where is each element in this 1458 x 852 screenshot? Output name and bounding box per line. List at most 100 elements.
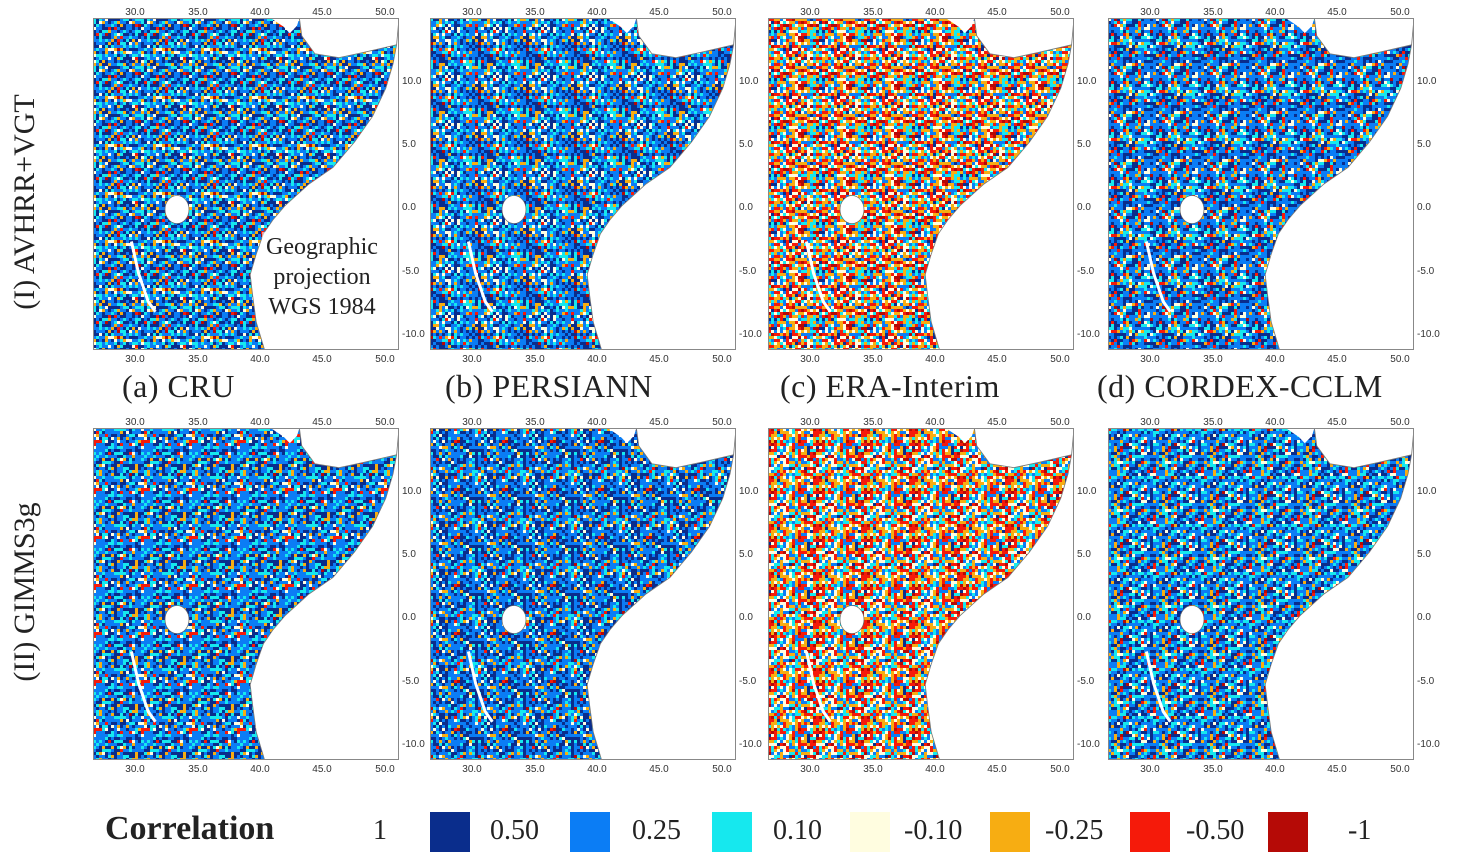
lake-victoria [839,605,865,634]
y-tick-2: 0.0 [1417,612,1431,623]
x-tick-top-1: 35.0 [188,7,208,18]
map-svg: 30.0 30.0 35.0 35.0 40.0 40.0 45.0 45.0 50.0 50.0… [1108,7,1440,365]
legend-label-3: 0.25 [632,815,681,846]
map-frame [768,428,1074,760]
x-tick-bottom-3: 45.0 [312,764,332,775]
y-tick-3: -5.0 [1417,266,1435,277]
x-tick-top-1: 35.0 [1203,7,1223,18]
x-tick-bottom-3: 45.0 [1327,354,1347,365]
x-tick-top-4: 50.0 [1390,7,1410,18]
y-tick-1: 5.0 [402,549,416,560]
caption-cordex-cclm: (d) CORDEX-CCLM [1097,368,1383,404]
y-tick-2: 0.0 [1077,612,1091,623]
x-tick-top-2: 40.0 [925,417,945,428]
legend-swatch-6 [1268,812,1308,852]
x-tick-top-0: 30.0 [800,417,820,428]
map-panel-ii-a: 30.0 30.0 35.0 35.0 40.0 40.0 45.0 45.0 50.0 50.0… [93,417,425,775]
legend-swatch-2 [712,812,752,852]
lake-tanganyika [1144,651,1172,723]
x-tick-bottom-4: 50.0 [375,354,395,365]
y-tick-1: 5.0 [1077,139,1091,150]
x-tick-bottom-3: 45.0 [649,764,669,775]
legend-swatch-0 [430,812,470,852]
y-tick-3: -5.0 [1077,676,1095,687]
map-panel-i-b: 30.0 30.0 35.0 35.0 40.0 40.0 45.0 45.0 50.0 50.0… [430,7,762,365]
map-svg: 30.0 30.0 35.0 35.0 40.0 40.0 45.0 45.0 50.0 50.0… [93,417,425,775]
x-tick-bottom-2: 40.0 [250,764,270,775]
legend-swatch-4 [990,812,1030,852]
x-tick-top-4: 50.0 [375,417,395,428]
x-tick-bottom-4: 50.0 [712,354,732,365]
x-tick-top-3: 45.0 [987,7,1007,18]
map-frame [430,428,736,760]
x-tick-bottom-4: 50.0 [712,764,732,775]
lake-victoria [501,195,527,224]
x-tick-bottom-0: 30.0 [462,764,482,775]
red-sea [270,428,300,444]
legend-label-8: -1 [1348,815,1372,846]
lake-tanganyika [804,651,832,723]
caption-cru: (a) CRU [122,368,235,404]
x-tick-top-3: 45.0 [649,7,669,18]
x-tick-top-0: 30.0 [1140,417,1160,428]
x-tick-bottom-3: 45.0 [1327,764,1347,775]
x-tick-top-3: 45.0 [312,417,332,428]
lake-tanganyika [129,651,157,723]
y-tick-3: -5.0 [402,676,420,687]
x-tick-bottom-2: 40.0 [587,764,607,775]
x-tick-bottom-1: 35.0 [1203,354,1223,365]
y-tick-1: 5.0 [1417,549,1431,560]
x-tick-top-4: 50.0 [1050,417,1070,428]
y-tick-4: -10.0 [402,329,425,340]
correlation-legend: Correlation 1 0.50 0.25 0.10 -0.10 -0.25… [0,800,1458,852]
x-tick-top-4: 50.0 [375,7,395,18]
x-tick-bottom-1: 35.0 [525,764,545,775]
x-tick-bottom-1: 35.0 [525,354,545,365]
legend-swatch-1 [570,812,610,852]
map-frame [430,18,736,350]
x-tick-bottom-1: 35.0 [863,354,883,365]
x-tick-bottom-0: 30.0 [462,354,482,365]
y-tick-2: 0.0 [402,612,416,623]
legend-label-2: 0.50 [490,815,539,846]
red-sea [270,18,300,34]
red-sea [1285,428,1315,444]
y-tick-4: -10.0 [1077,329,1100,340]
land-correlation-field [768,428,1072,760]
x-tick-bottom-2: 40.0 [925,354,945,365]
y-tick-0: 10.0 [1077,76,1097,87]
y-tick-0: 10.0 [1417,486,1437,497]
x-tick-bottom-4: 50.0 [375,764,395,775]
x-tick-top-1: 35.0 [525,7,545,18]
x-tick-top-0: 30.0 [125,7,145,18]
land-correlation-field [1108,428,1412,760]
lake-tanganyika [804,241,832,313]
x-tick-bottom-2: 40.0 [587,354,607,365]
x-tick-top-3: 45.0 [1327,7,1347,18]
x-tick-top-2: 40.0 [587,417,607,428]
map-frame [93,428,399,760]
x-tick-top-0: 30.0 [125,417,145,428]
x-tick-bottom-3: 45.0 [649,354,669,365]
legend-label-4: 0.10 [773,815,822,846]
map-svg: 30.0 30.0 35.0 35.0 40.0 40.0 45.0 45.0 50.0 50.0… [768,7,1100,365]
x-tick-bottom-0: 30.0 [1140,764,1160,775]
red-sea [607,18,637,34]
red-sea [945,18,975,34]
x-tick-bottom-1: 35.0 [1203,764,1223,775]
y-tick-0: 10.0 [1417,76,1437,87]
y-tick-2: 0.0 [402,202,416,213]
x-tick-top-3: 45.0 [1327,417,1347,428]
x-tick-bottom-2: 40.0 [250,354,270,365]
map-svg: 30.0 30.0 35.0 35.0 40.0 40.0 45.0 45.0 50.0 50.0… [768,417,1100,775]
x-tick-bottom-3: 45.0 [987,764,1007,775]
x-tick-top-4: 50.0 [1390,417,1410,428]
projection-line-3: WGS 1984 [268,294,376,320]
map-svg: 30.0 30.0 35.0 35.0 40.0 40.0 45.0 45.0 50.0 50.0… [1108,417,1440,775]
y-tick-1: 5.0 [739,139,753,150]
map-frame [1108,18,1414,350]
x-tick-bottom-1: 35.0 [188,354,208,365]
map-panel-i-c: 30.0 30.0 35.0 35.0 40.0 40.0 45.0 45.0 50.0 50.0… [768,7,1100,365]
map-svg: 30.0 30.0 35.0 35.0 40.0 40.0 45.0 45.0 50.0 50.0… [430,7,762,365]
legend-title: Correlation [105,810,275,847]
